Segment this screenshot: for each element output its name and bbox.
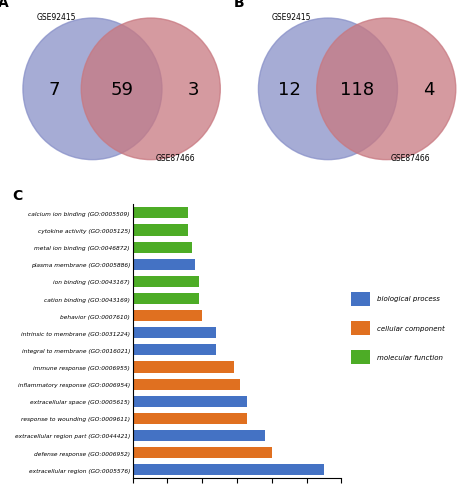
Text: GSE92415: GSE92415 bbox=[272, 13, 311, 22]
Bar bbox=[133, 327, 216, 339]
Bar bbox=[133, 362, 234, 373]
Text: 12: 12 bbox=[278, 81, 301, 99]
Text: C: C bbox=[12, 188, 22, 202]
Ellipse shape bbox=[23, 19, 162, 161]
Bar bbox=[133, 345, 216, 356]
Bar bbox=[133, 396, 247, 407]
Text: 4: 4 bbox=[423, 81, 435, 99]
FancyBboxPatch shape bbox=[351, 293, 370, 307]
FancyBboxPatch shape bbox=[351, 351, 370, 365]
Text: biological process: biological process bbox=[377, 296, 440, 302]
Ellipse shape bbox=[81, 19, 220, 161]
Text: GSE87466: GSE87466 bbox=[391, 154, 430, 163]
Text: GSE87466: GSE87466 bbox=[155, 154, 195, 163]
Bar bbox=[133, 208, 188, 219]
Text: 7: 7 bbox=[49, 81, 60, 99]
Bar bbox=[133, 242, 192, 253]
Bar bbox=[133, 413, 247, 424]
Bar bbox=[133, 276, 199, 287]
Bar bbox=[133, 430, 265, 441]
Text: 59: 59 bbox=[110, 81, 133, 99]
Bar bbox=[133, 464, 324, 475]
Bar bbox=[133, 379, 240, 390]
FancyBboxPatch shape bbox=[351, 322, 370, 336]
Text: A: A bbox=[0, 0, 9, 10]
Text: 118: 118 bbox=[340, 81, 374, 99]
Bar bbox=[133, 447, 272, 458]
Bar bbox=[133, 293, 199, 305]
Text: cellular component: cellular component bbox=[377, 325, 445, 331]
Bar bbox=[133, 225, 188, 236]
Ellipse shape bbox=[258, 19, 398, 161]
Text: GSE92415: GSE92415 bbox=[36, 13, 76, 22]
Text: molecular function: molecular function bbox=[377, 354, 443, 360]
Text: B: B bbox=[234, 0, 245, 10]
Ellipse shape bbox=[317, 19, 456, 161]
Bar bbox=[133, 259, 195, 270]
Bar bbox=[133, 310, 202, 322]
Text: 3: 3 bbox=[188, 81, 199, 99]
